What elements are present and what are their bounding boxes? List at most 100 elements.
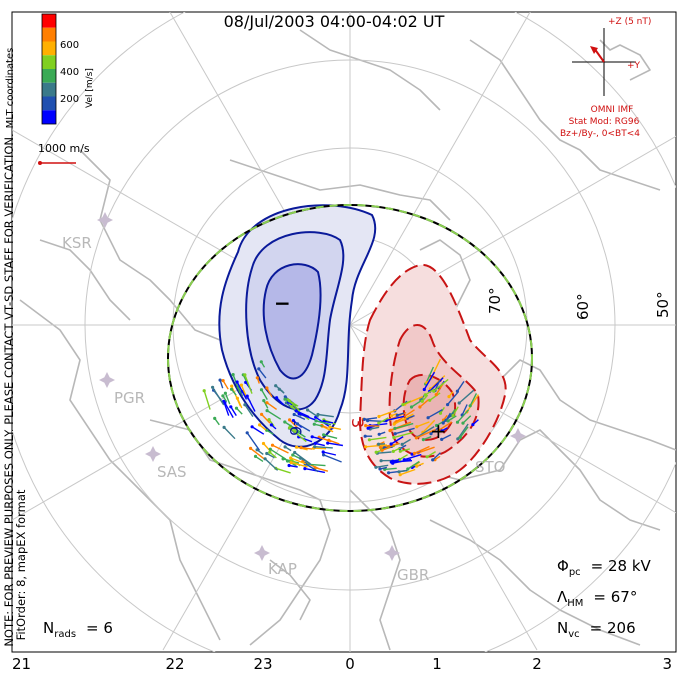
velocity-vector-origin [422, 438, 425, 441]
velocity-vector-origin [415, 465, 418, 468]
colorbar-tick-400: 400 [60, 67, 79, 78]
contour-label-negative: -6 [286, 420, 305, 436]
velocity-vector-origin [270, 423, 273, 426]
colorbar-block [42, 55, 56, 69]
velocity-vector-origin [364, 445, 367, 448]
velocity-vector-origin [284, 445, 287, 448]
velocity-vector-origin [224, 392, 227, 395]
velocity-vector-origin [368, 438, 371, 441]
velocity-vector-origin [378, 433, 381, 436]
potential-minimum-marker: − [274, 291, 291, 315]
velocity-vector-origin [396, 414, 399, 417]
velocity-vector-origin [260, 388, 263, 391]
latitude-label-70: 70° [486, 287, 504, 314]
velocity-vector-origin [426, 455, 429, 458]
velocity-vector-origin [456, 421, 459, 424]
velocity-vector-origin [278, 388, 281, 391]
velocity-vector-origin [399, 473, 402, 476]
velocity-vector-origin [271, 444, 274, 447]
velocity-vector-origin [221, 394, 224, 397]
velocity-vector-origin [265, 452, 268, 455]
velocity-vector-origin [269, 448, 272, 451]
velocity-vector-origin [283, 420, 286, 423]
velocity-vector-origin [322, 433, 325, 436]
velocity-vector [314, 448, 327, 449]
velocity-vector-origin [219, 379, 222, 382]
colorbar-tick-600: 600 [60, 40, 79, 51]
velocity-vector-origin [401, 443, 404, 446]
mlt-tick-22: 22 [165, 655, 184, 673]
velocity-vector-origin [322, 453, 325, 456]
velocity-vector-origin [265, 401, 268, 404]
colorbar-block [42, 42, 56, 56]
mlt-tick-21: 21 [12, 655, 31, 673]
velocity-vector-origin [418, 405, 421, 408]
velocity-vector-origin [230, 385, 233, 388]
stat-model: Stat Mod: RG96 [569, 117, 640, 127]
velocity-vector-origin [439, 412, 442, 415]
velocity-vector-origin [406, 467, 409, 470]
velocity-vector-origin [447, 395, 450, 398]
velocity-vector-origin [377, 443, 380, 446]
imf-by-label: +Y [627, 61, 641, 71]
velocity-vector-origin [424, 393, 427, 396]
station-label-sas: SAS [157, 463, 187, 481]
velocity-vector-origin [223, 401, 226, 404]
velocity-vector-origin [377, 415, 380, 418]
velocity-vector-origin [275, 396, 278, 399]
velocity-vector-origin [257, 367, 260, 370]
velocity-vector-origin [268, 418, 271, 421]
colorbar-block [42, 97, 56, 111]
velocity-vector-origin [299, 457, 302, 460]
velocity-vector-origin [266, 409, 269, 412]
velocity-vector-origin [393, 427, 396, 430]
imf-source: OMNI IMF [591, 105, 634, 115]
velocity-vector-origin [390, 442, 393, 445]
mlt-tick-23: 23 [253, 655, 272, 673]
velocity-vector-origin [265, 386, 268, 389]
velocity-vector-origin [236, 397, 239, 400]
velocity-vector-origin [375, 451, 378, 454]
velocity-vector-origin [240, 384, 243, 387]
velocity-vector-origin [410, 405, 413, 408]
colorbar-block [42, 69, 56, 83]
velocity-vector-origin [377, 422, 380, 425]
velocity-vector-origin [295, 446, 298, 449]
velocity-vector-origin [293, 451, 296, 454]
plot-title: 08/Jul/2003 04:00-04:02 UT [224, 12, 445, 31]
velocity-vector-origin [264, 457, 267, 460]
velocity-vector-origin [203, 389, 206, 392]
velocity-vector-origin [262, 442, 265, 445]
velocity-vector-origin [322, 450, 325, 453]
velocity-vector-origin [232, 373, 235, 376]
velocity-vector-origin [401, 403, 404, 406]
velocity-colorbar [42, 14, 56, 124]
velocity-vector-origin [300, 446, 303, 449]
velocity-vector-origin [293, 413, 296, 416]
velocity-vector-origin [222, 379, 225, 382]
mlt-tick-0: 0 [345, 655, 355, 673]
velocity-vector-origin [393, 423, 396, 426]
velocity-vector-origin [447, 419, 450, 422]
velocity-vector-origin [378, 467, 381, 470]
velocity-vector-origin [397, 470, 400, 473]
velocity-vector-origin [268, 451, 271, 454]
velocity-vector-origin [298, 412, 301, 415]
velocity-vector-origin [423, 388, 426, 391]
velocity-vector-origin [431, 458, 434, 461]
station-label-pgr: PGR [114, 389, 145, 407]
velocity-vector-origin [381, 449, 384, 452]
velocity-vector-origin [213, 417, 216, 420]
velocity-vector-origin [211, 386, 214, 389]
velocity-vector-origin [326, 442, 329, 445]
velocity-vector-origin [251, 425, 254, 428]
velocity-vector-origin [391, 460, 394, 463]
velocity-vector-origin [313, 445, 316, 448]
velocity-vector-origin [223, 426, 226, 429]
velocity-vector-origin [389, 429, 392, 432]
velocity-vector-origin [288, 399, 291, 402]
station-label-sto: STO [475, 458, 506, 476]
velocity-vector-origin [415, 425, 418, 428]
velocity-vector-origin [243, 403, 246, 406]
